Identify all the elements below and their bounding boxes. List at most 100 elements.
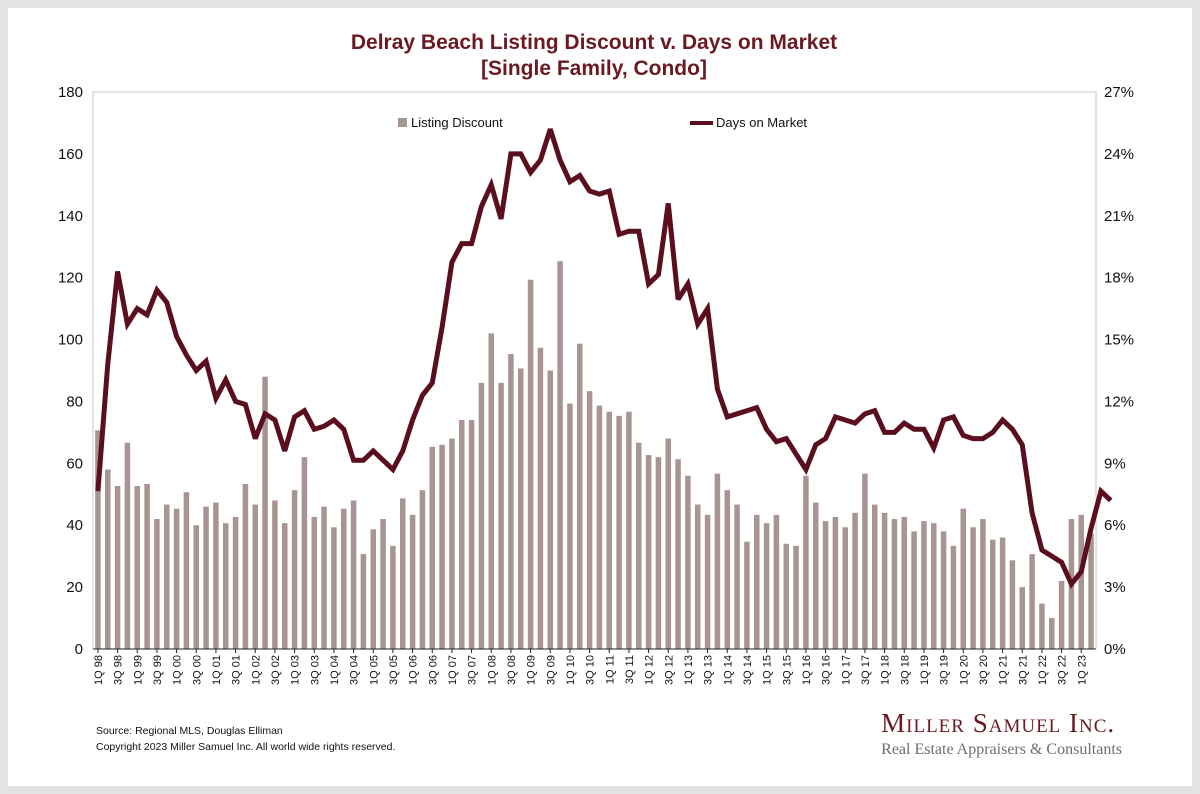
listing-discount-bar [1019,587,1026,649]
listing-discount-bar [695,504,701,649]
x-axis-tick-label: 1Q 05 [368,655,380,685]
listing-discount-bar [557,261,563,649]
listing-discount-bar [852,512,858,649]
left-axis-tick-label: 0 [75,641,83,658]
x-axis-tick-label: 3Q 20 [978,655,990,685]
x-axis-tick-label: 1Q 99 [132,655,144,685]
listing-discount-bar [773,514,780,649]
listing-discount-bar [409,514,416,649]
x-axis-tick-label: 1Q 22 [1037,655,1049,685]
listing-discount-bar [124,442,131,649]
left-axis-tick-label: 180 [58,84,83,101]
listing-discount-bar [744,541,750,649]
logo-tagline: Real Estate Appraisers & Consultants [881,741,1122,758]
listing-discount-bar [498,382,504,649]
x-axis-tick-label: 3Q 00 [191,655,203,685]
listing-discount-bar [468,420,475,649]
listing-discount-bar [232,516,239,649]
x-axis-tick-label: 1Q 18 [880,655,892,685]
x-axis-tick-label: 1Q 14 [722,655,734,685]
copyright-note: Copyright 2023 Miller Samuel Inc. All wo… [96,741,396,753]
listing-discount-bar [872,504,878,649]
x-axis-tick-label: 3Q 02 [270,655,282,685]
listing-discount-bar [360,554,367,649]
listing-discount-bar [350,500,357,649]
listing-discount-bar [685,475,691,649]
listing-discount-bar [862,473,868,649]
listing-discount-bar [173,508,180,649]
listing-discount-bar [419,490,426,649]
left-axis-tick-label: 60 [66,455,83,472]
x-axis-tick-label: 3Q 98 [113,655,125,685]
right-axis-tick-label: 12% [1104,393,1134,410]
listing-discount-bar [675,459,681,649]
x-axis-tick-label: 1Q 11 [604,655,616,684]
listing-discount-bar [223,523,229,649]
right-axis-tick-label: 0% [1104,641,1126,658]
listing-discount-bar [999,537,1006,649]
axis-layer: 0 20 40 60 80 100 120 140 160 180 0% 3% 6% 9% 12% 15% 18… [58,84,1134,685]
listing-discount-bar [970,527,976,649]
line-layer [95,128,1113,589]
x-axis-tick-label: 3Q 08 [506,655,518,685]
x-axis-tick-label: 1Q 10 [565,655,577,685]
listing-discount-bar [429,446,436,649]
listing-discount-bar [636,442,642,649]
listing-discount-bar [380,519,386,649]
bars-layer [95,261,1094,649]
x-axis-tick-label: 3Q 03 [309,655,321,685]
listing-discount-bar [901,516,908,649]
listing-discount-bar [439,444,445,649]
listing-discount-bar [881,512,888,649]
source-note: Source: Regional MLS, Douglas Elliman [96,725,283,737]
x-axis-tick-label: 3Q 13 [703,655,715,685]
left-axis-tick-label: 140 [58,208,83,225]
company-logo: Miller Samuel Inc. Real Estate Appraiser… [881,708,1122,759]
listing-discount-bar [832,516,839,649]
x-axis-tick-label: 3Q 07 [467,655,479,685]
x-axis-tick-label: 3Q 09 [545,655,557,685]
listing-discount-bar [114,486,121,649]
listing-discount-bar [803,475,809,649]
listing-discount-bar [154,519,160,649]
listing-discount-bar [478,382,485,649]
right-axis-tick-label: 27% [1104,84,1134,101]
listing-discount-bar [931,523,937,649]
listing-discount-bar [488,333,495,649]
x-axis-tick-label: 3Q 22 [1057,655,1069,685]
listing-discount-bar [183,492,190,649]
listing-discount-bar [783,543,790,649]
legend-label-days-on-market: Days on Market [716,115,807,130]
right-axis-tick-label: 3% [1104,579,1126,596]
x-axis-tick-label: 1Q 09 [526,655,538,685]
listing-discount-bar [321,506,327,649]
listing-discount-bar [980,519,986,649]
listing-discount-bar [95,430,101,649]
listing-discount-bar [508,354,514,649]
listing-discount-bar [370,529,377,649]
listing-discount-bar [616,415,622,649]
listing-discount-bar [518,368,524,649]
listing-discount-bar [1088,533,1094,649]
left-axis-tick-label: 80 [66,393,83,410]
listing-discount-bar [596,405,603,649]
x-axis-tick-label: 3Q 06 [427,655,439,685]
listing-discount-bar [547,370,554,649]
listing-discount-bar [134,486,141,649]
x-axis-tick-label: 3Q 17 [860,655,872,685]
x-axis-tick-label: 1Q 13 [683,655,695,685]
listing-discount-bar [793,545,799,649]
listing-discount-bar [921,521,927,649]
listing-discount-bar [242,483,249,649]
x-axis-tick-label: 1Q 98 [93,655,105,685]
listing-discount-bar [537,347,544,649]
listing-discount-bar [763,523,770,649]
left-axis-tick-label: 160 [58,146,83,163]
x-axis-tick-label: 3Q 99 [152,655,164,685]
listing-discount-bar [567,403,573,649]
x-axis-tick-label: 3Q 05 [388,655,400,685]
listing-discount-bar [527,279,534,649]
x-axis-tick-label: 1Q 07 [447,655,459,685]
x-axis-tick-label: 1Q 06 [408,655,420,685]
listing-discount-bar [911,531,917,649]
